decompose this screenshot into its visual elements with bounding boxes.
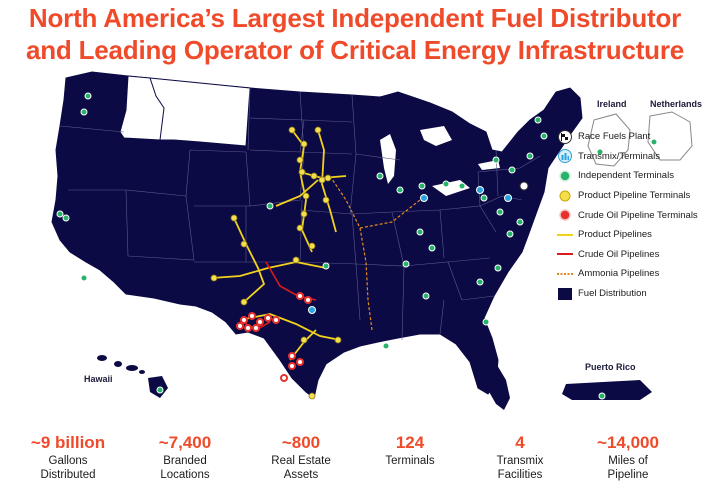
puerto-rico-inset bbox=[562, 380, 652, 400]
legend-item-independent: Independent Terminals bbox=[556, 166, 706, 186]
stat-desc-line1: Real Estate bbox=[271, 455, 331, 467]
legend-label: Independent Terminals bbox=[578, 170, 674, 182]
legend-label: Product Pipeline Terminals bbox=[578, 190, 691, 202]
ireland-label: Ireland bbox=[597, 99, 627, 109]
title-line-1: North America’s Largest Independent Fuel… bbox=[28, 3, 682, 33]
legend-label: Crude Oil Pipeline Terminals bbox=[578, 209, 698, 221]
stat-value: 4 bbox=[515, 433, 525, 452]
transmix-icon bbox=[556, 149, 574, 164]
stat-value: ~9 billion bbox=[30, 433, 106, 452]
stat-pipeline-miles: ~14,000 Miles of Pipeline bbox=[573, 432, 683, 482]
legend-item-race-fuels: Race Fuels Plant bbox=[556, 127, 706, 147]
navy-square-icon bbox=[556, 287, 574, 301]
stats-bar: ~9 billion Gallons Distributed ~7,400 Br… bbox=[0, 432, 710, 489]
yellow-dot-icon bbox=[556, 189, 574, 203]
checkered-flag-icon bbox=[556, 129, 574, 144]
legend-item-fuel-distribution: Fuel Distribution bbox=[556, 284, 706, 304]
map-svg bbox=[51, 71, 693, 410]
stat-desc-line2: Pipeline bbox=[607, 469, 649, 481]
ammonia-pipelines bbox=[329, 175, 421, 331]
transmix-terminals bbox=[308, 186, 512, 314]
stat-value: 124 bbox=[395, 433, 425, 452]
page-title: North America’s Largest Independent Fuel… bbox=[0, 2, 710, 66]
unserved-states bbox=[119, 75, 251, 147]
legend-label: Transmix/Terminals bbox=[578, 150, 660, 162]
legend-label: Product Pipelines bbox=[578, 229, 652, 241]
stat-transmix: 4 Transmix Facilities bbox=[465, 432, 575, 482]
legend-label: Race Fuels Plant bbox=[578, 131, 651, 143]
crude-oil-terminals bbox=[236, 292, 312, 382]
michigan bbox=[398, 140, 428, 186]
legend-item-product-terminals: Product Pipeline Terminals bbox=[556, 186, 706, 206]
stat-gallons: ~9 billion Gallons Distributed bbox=[13, 432, 123, 482]
stat-branded-locations: ~7,400 Branded Locations bbox=[130, 432, 240, 482]
stat-value: ~800 bbox=[281, 433, 321, 452]
map-legend: Race Fuels Plant Transmix/Terminals Inde… bbox=[556, 127, 706, 303]
stat-desc-line1: Terminals bbox=[385, 455, 435, 467]
stat-desc-line2: Locations bbox=[160, 469, 210, 481]
stat-value: ~14,000 bbox=[597, 433, 659, 452]
legend-item-crude-terminals: Crude Oil Pipeline Terminals bbox=[556, 205, 706, 225]
great-lakes bbox=[380, 126, 500, 196]
netherlands-label: Netherlands bbox=[650, 99, 703, 109]
stat-desc-line1: Branded bbox=[163, 455, 207, 467]
puerto-rico-label: Puerto Rico bbox=[585, 362, 636, 372]
stat-desc-line1: Miles of bbox=[608, 455, 648, 467]
stat-desc-line1: Gallons bbox=[48, 455, 88, 467]
stat-desc-line2: Facilities bbox=[497, 469, 543, 481]
stat-real-estate: ~800 Real Estate Assets bbox=[246, 432, 356, 482]
red-line-icon bbox=[556, 247, 574, 261]
independent-terminals bbox=[56, 92, 658, 400]
dashed-orange-line-icon bbox=[556, 267, 574, 281]
race-fuels-plant-marker bbox=[519, 181, 529, 191]
legend-label: Fuel Distribution bbox=[578, 288, 647, 300]
hawaii-label: Hawaii bbox=[84, 374, 113, 384]
legend-label: Crude Oil Pipelines bbox=[578, 248, 660, 260]
product-pipeline-terminals bbox=[210, 126, 342, 400]
legend-item-product-pipelines: Product Pipelines bbox=[556, 225, 706, 245]
legend-item-transmix: Transmix/Terminals bbox=[556, 147, 706, 167]
state-borders bbox=[59, 87, 541, 341]
stat-desc-line2: Distributed bbox=[40, 469, 96, 481]
florida bbox=[456, 340, 510, 410]
stat-value: ~7,400 bbox=[158, 433, 212, 452]
stat-desc-line1: Transmix bbox=[496, 455, 544, 467]
green-dot-icon bbox=[556, 169, 574, 183]
legend-item-ammonia-pipelines: Ammonia Pipelines bbox=[556, 264, 706, 284]
legend-label: Ammonia Pipelines bbox=[578, 268, 660, 280]
lower48-landmass bbox=[51, 71, 583, 399]
us-map: Ireland Netherlands Hawaii Puerto Rico bbox=[0, 60, 710, 430]
hawaii-inset bbox=[97, 355, 168, 398]
red-dot-icon bbox=[556, 208, 574, 222]
title-line-2: and Leading Operator of Critical Energy … bbox=[25, 35, 685, 65]
legend-item-crude-pipelines: Crude Oil Pipelines bbox=[556, 245, 706, 265]
yellow-line-icon bbox=[556, 228, 574, 242]
stat-desc-line2: Assets bbox=[283, 469, 319, 481]
stat-terminals: 124 Terminals bbox=[355, 432, 465, 468]
